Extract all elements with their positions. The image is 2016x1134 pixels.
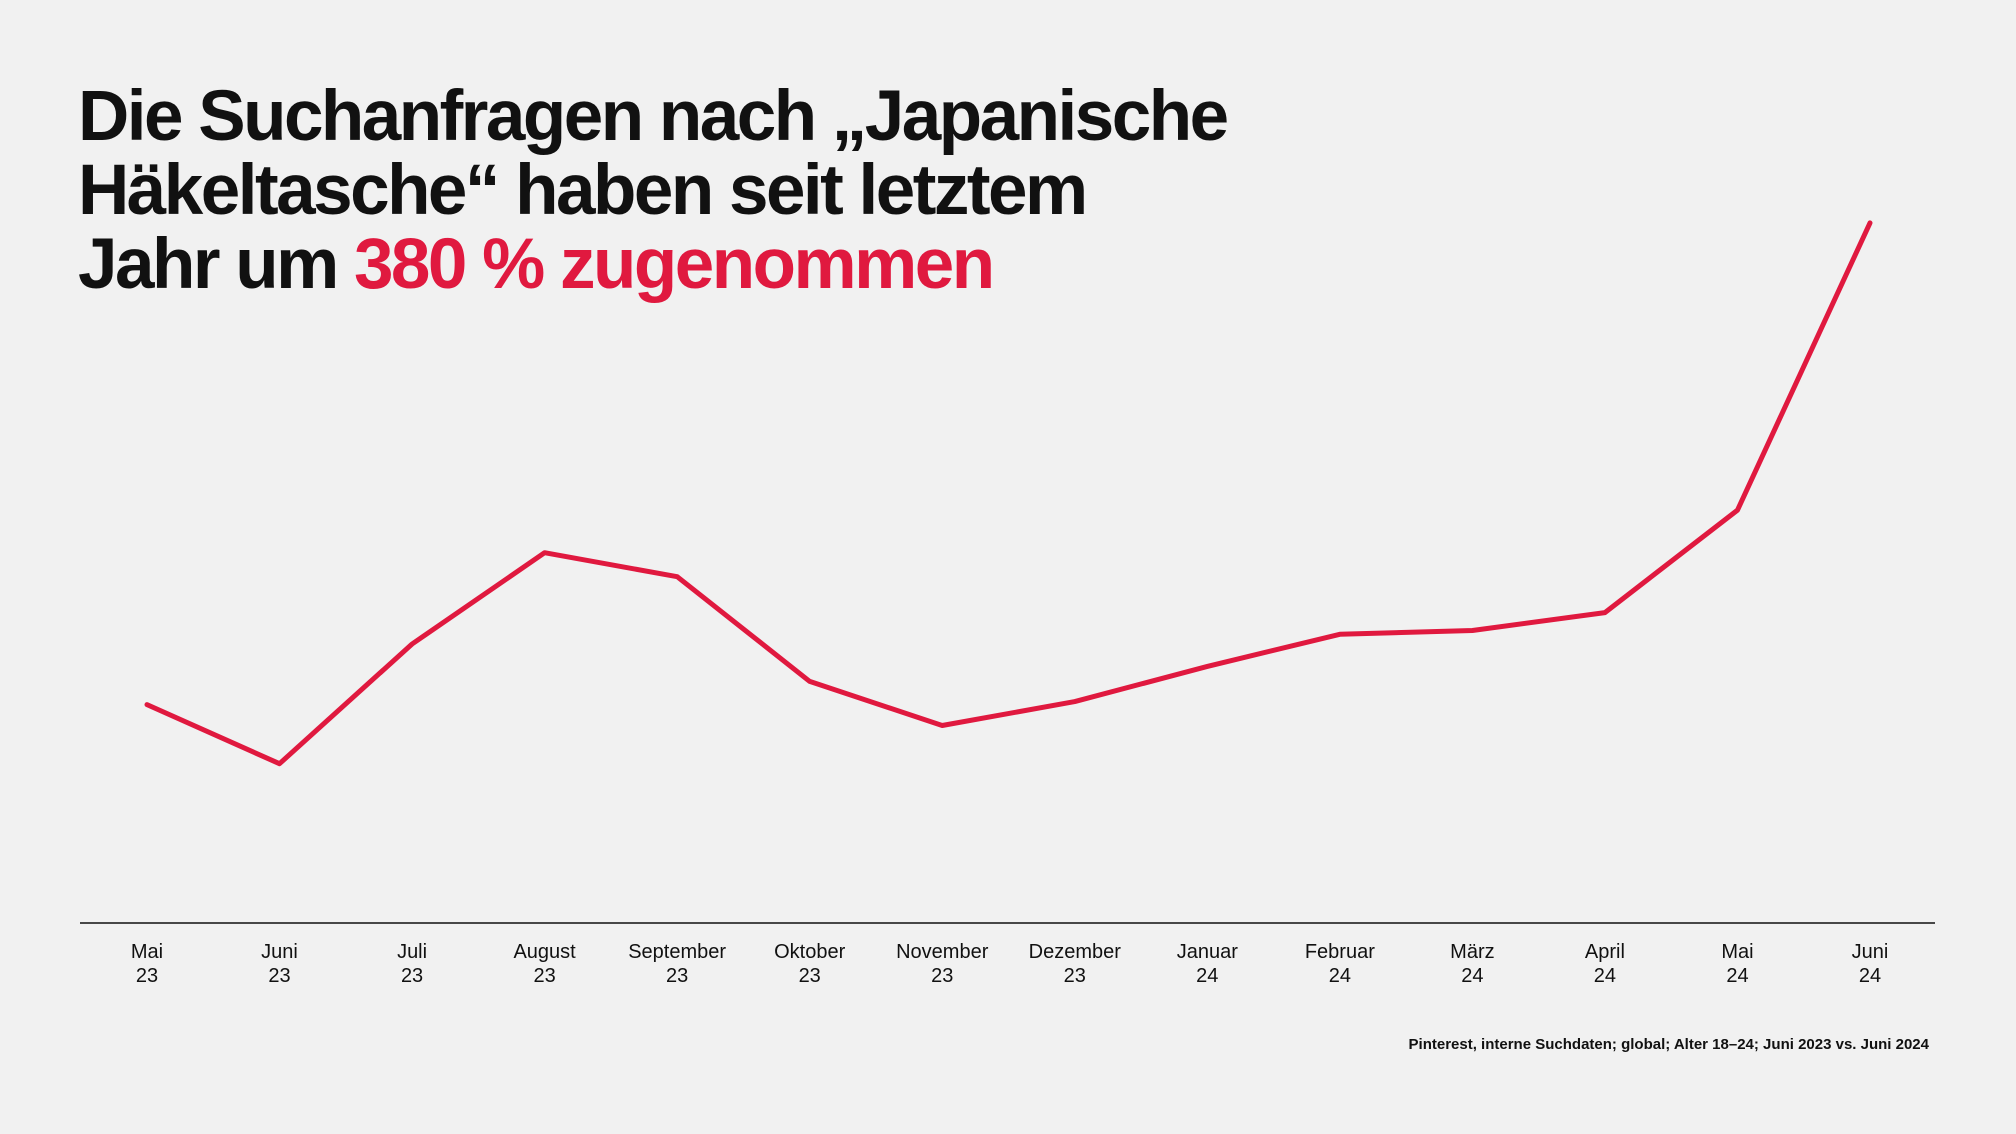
series-layer <box>144 220 1873 767</box>
x-tick-month: März <box>1450 941 1494 963</box>
series-line-0 <box>144 220 1873 767</box>
x-tick-year: 23 <box>799 965 821 987</box>
x-tick-month: Januar <box>1177 941 1238 963</box>
x-tick-year: 24 <box>1594 965 1616 987</box>
x-tick-label: Januar 24 <box>1177 941 1238 987</box>
x-tick-label: Juli 23 <box>397 941 427 987</box>
x-tick-label: Dezember 23 <box>1029 941 1122 987</box>
x-tick-label: Februar 24 <box>1305 941 1375 987</box>
x-tick-year: 23 <box>401 965 423 987</box>
x-tick-year: 23 <box>666 965 688 987</box>
x-tick-month: November <box>896 941 989 963</box>
x-tick-year: 23 <box>136 965 158 987</box>
headline-line-1: Die Suchanfragen nach „Japanische <box>78 77 1229 156</box>
x-tick-label: August 23 <box>513 941 576 987</box>
x-tick-month: August <box>513 941 576 963</box>
x-tick-month: Oktober <box>774 941 845 963</box>
x-tick-year: 23 <box>533 965 555 987</box>
headline-highlight: 380 % zugenommen <box>353 225 995 304</box>
x-tick-year: 24 <box>1196 965 1218 987</box>
x-tick-label: Oktober 23 <box>774 941 845 987</box>
x-tick-year: 24 <box>1461 965 1483 987</box>
x-tick-year: 23 <box>268 965 290 987</box>
x-tick-year: 23 <box>1064 965 1086 987</box>
x-tick-label: Juni 23 <box>261 941 298 987</box>
x-tick-month: Mai <box>131 941 163 963</box>
headline-line-2: Häkeltasche“ haben seit letztem <box>78 151 1088 230</box>
x-tick-month: April <box>1585 941 1625 963</box>
x-tick-label: Mai 23 <box>131 941 163 987</box>
source-note: Pinterest, interne Suchdaten; global; Al… <box>1408 1036 1929 1053</box>
x-tick-month: Dezember <box>1029 941 1122 963</box>
headline-line-3-prefix: Jahr um <box>78 225 354 304</box>
x-tick-month: Mai <box>1721 941 1753 963</box>
x-tick-month: Juni <box>261 941 298 963</box>
x-tick-year: 23 <box>931 965 953 987</box>
x-tick-year: 24 <box>1859 965 1881 987</box>
x-tick-month: September <box>628 941 726 963</box>
x-tick-label: September 23 <box>628 941 726 987</box>
x-tick-month: Februar <box>1305 941 1375 963</box>
x-tick-label: März 24 <box>1450 941 1494 987</box>
x-tick-month: Juni <box>1852 941 1889 963</box>
x-tick-year: 24 <box>1329 965 1351 987</box>
x-tick-label: November 23 <box>896 941 989 987</box>
headline: Die Suchanfragen nach „Japanische Häkelt… <box>78 80 1418 302</box>
x-tick-month: Juli <box>397 941 427 963</box>
x-tick-label: Mai 24 <box>1721 941 1753 987</box>
x-tick-label: Juni 24 <box>1852 941 1889 987</box>
x-tick-year: 24 <box>1726 965 1748 987</box>
x-tick-label: April 24 <box>1585 941 1625 987</box>
